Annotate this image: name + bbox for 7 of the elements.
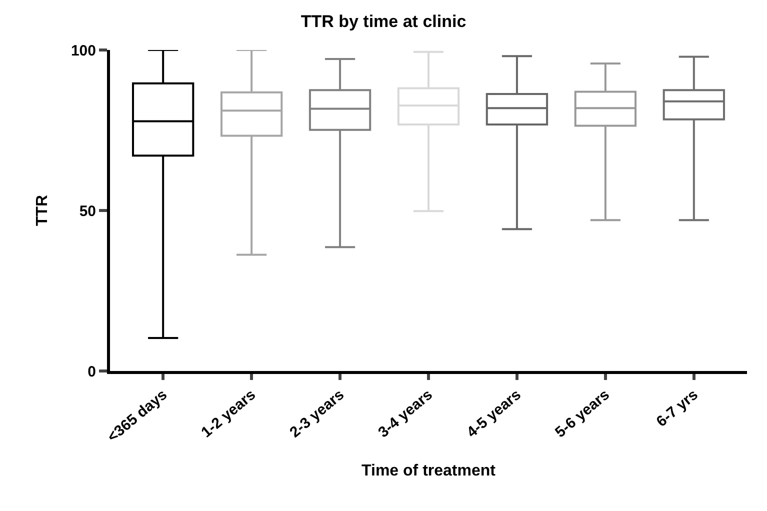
x-axis-title: Time of treatment (362, 462, 496, 480)
chart-title: TTR by time at clinic (300, 12, 466, 32)
y-tick-label: 50 (79, 202, 96, 220)
x-tick-label: 6-7 yrs (653, 386, 702, 430)
y-tick-label: 100 (70, 42, 96, 60)
y-axis-title: TTR (34, 194, 51, 226)
y-tick-label: 0 (88, 363, 96, 380)
